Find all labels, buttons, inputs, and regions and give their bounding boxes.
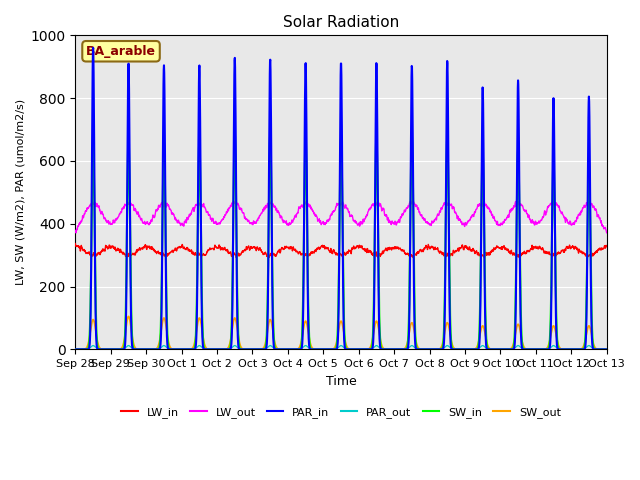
X-axis label: Time: Time	[326, 374, 356, 388]
Title: Solar Radiation: Solar Radiation	[283, 15, 399, 30]
Y-axis label: LW, SW (W/m2), PAR (umol/m2/s): LW, SW (W/m2), PAR (umol/m2/s)	[15, 99, 25, 286]
Legend: LW_in, LW_out, PAR_in, PAR_out, SW_in, SW_out: LW_in, LW_out, PAR_in, PAR_out, SW_in, S…	[116, 403, 565, 422]
Text: BA_arable: BA_arable	[86, 45, 156, 58]
